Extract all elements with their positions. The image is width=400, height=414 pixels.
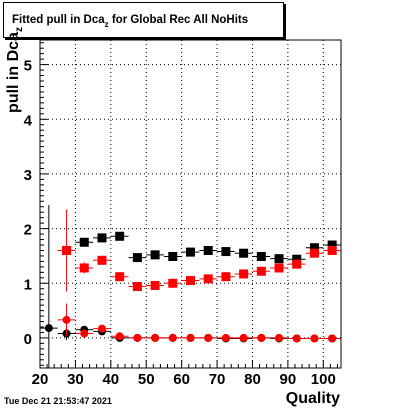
y-tick-label: 1 (24, 276, 32, 293)
data-point-circle (257, 333, 266, 342)
title-box: Fitted pull in Dcaz for Global Rec All N… (3, 2, 284, 38)
data-point-square (309, 243, 319, 253)
data-point-circle (292, 334, 301, 343)
x-tick-label: 20 (32, 371, 49, 388)
data-point-square (150, 250, 160, 260)
data-point-square (309, 248, 319, 258)
data-point-square (115, 231, 125, 241)
data-point-circle (62, 315, 71, 324)
data-point-square (221, 272, 231, 282)
data-point-circle (151, 333, 160, 342)
y-axis-label-main: pull in Dca (5, 32, 22, 113)
data-point-circle (44, 324, 53, 333)
data-point-circle (97, 324, 106, 333)
plot-frame (39, 39, 342, 369)
data-point-square (274, 254, 284, 264)
data-point-square (132, 253, 142, 263)
data-point-square (168, 251, 178, 261)
data-point-circle (204, 333, 213, 342)
data-point-square (327, 240, 337, 250)
x-tick-label: 80 (244, 371, 261, 388)
data-point-circle (186, 333, 195, 342)
y-tick-label: 0 (24, 331, 32, 348)
axes (39, 42, 338, 368)
data-point-square (203, 245, 213, 255)
y-tick-label: 4 (24, 112, 33, 129)
data-point-square (256, 251, 266, 261)
title-subscript: z (104, 20, 109, 29)
y-tick-label: 2 (24, 222, 32, 239)
x-tick-label: 50 (138, 371, 155, 388)
x-tick-label: 30 (67, 371, 84, 388)
y-tick-label: 3 (24, 167, 32, 184)
series-4 (57, 303, 341, 343)
data-point-square (79, 237, 89, 247)
data-point-square (79, 263, 89, 273)
x-tick-label: 100 (311, 371, 336, 388)
y-axis-label-subscript: z (14, 27, 25, 33)
data-point-square (256, 266, 266, 276)
data-point-square (186, 276, 195, 286)
timestamp: Tue Dec 21 21:53:47 2021 (4, 396, 112, 406)
data-point-circle (221, 333, 230, 342)
data-point-square (97, 233, 107, 243)
data-point-square (168, 278, 178, 288)
title-prefix: Fitted pull in Dca (12, 14, 105, 26)
data-point-square (132, 282, 142, 292)
x-tick-label: 60 (173, 371, 190, 388)
chart-title: Fitted pull in Dcaz for Global Rec All N… (12, 14, 248, 29)
data-point-square (239, 269, 249, 279)
x-tick-label: 70 (209, 371, 226, 388)
x-tick-label: 90 (280, 371, 297, 388)
data-point-square (62, 245, 72, 255)
data-point-square (292, 259, 302, 269)
series-2 (57, 209, 341, 292)
plot-background (40, 40, 341, 368)
y-tick-label: 5 (24, 58, 32, 75)
data-point-circle (239, 333, 248, 342)
data-point-square (221, 247, 231, 257)
x-axis-label: Quality (285, 390, 340, 407)
data-point-square (327, 245, 337, 255)
data-point-square (274, 263, 284, 273)
data-point-square (97, 255, 107, 265)
data-point-square (115, 272, 125, 282)
data-point-circle (168, 333, 177, 342)
y-axis-label: pull in Dcaz (5, 5, 25, 135)
data-point-square (203, 274, 213, 284)
data-point-circle (328, 334, 337, 343)
data-point-circle (133, 333, 142, 342)
data-point-square (239, 248, 249, 258)
data-point-circle (115, 332, 124, 341)
data-point-square (150, 280, 160, 290)
x-tick-label: 40 (102, 371, 119, 388)
series-1 (57, 231, 341, 264)
data-point-square (292, 254, 302, 264)
data-point-circle (275, 333, 284, 342)
title-suffix: for Global Rec All NoHits (108, 14, 249, 26)
data-point-square (186, 247, 195, 257)
data-point-circle (310, 334, 319, 343)
data-point-circle (80, 329, 89, 338)
